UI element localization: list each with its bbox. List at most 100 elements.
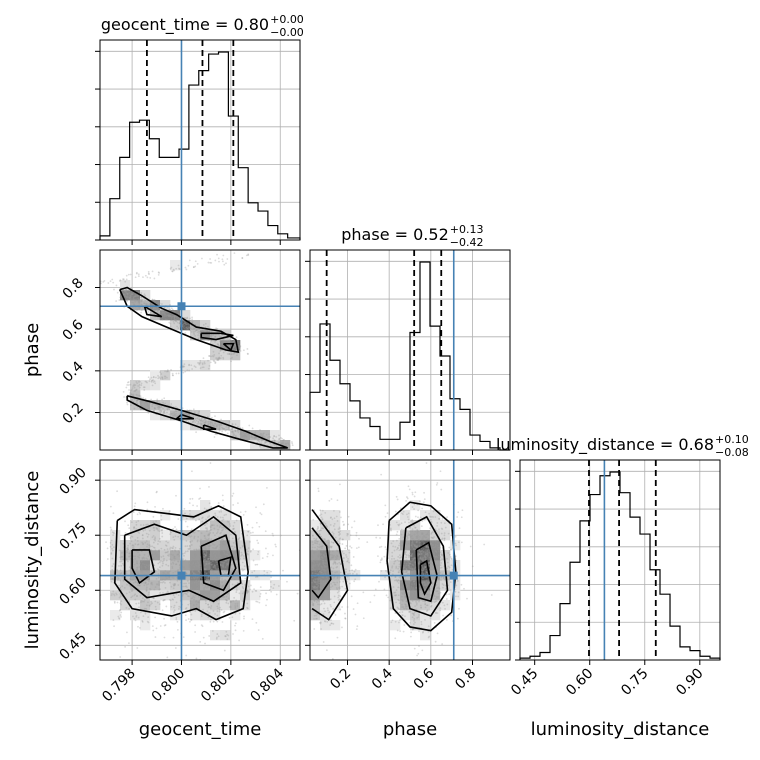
density-cell [200, 520, 211, 531]
scatter-point [177, 553, 180, 556]
scatter-point [206, 592, 208, 595]
scatter-point [322, 641, 325, 643]
scatter-point [118, 299, 121, 301]
scatter-point [120, 560, 123, 563]
scatter-point [131, 595, 134, 598]
scatter-point [197, 580, 200, 583]
scatter-point [258, 433, 261, 436]
scatter-point [396, 498, 399, 501]
density-cell [130, 300, 141, 311]
scatter-point [221, 542, 224, 545]
scatter-point [403, 562, 406, 565]
scatter-point [406, 534, 408, 537]
scatter-point [425, 533, 428, 536]
scatter-point [208, 547, 211, 550]
scatter-point [164, 314, 167, 316]
scatter-point [419, 556, 422, 559]
scatter-point [192, 330, 195, 333]
scatter-point [208, 364, 211, 367]
scatter-point [213, 557, 216, 560]
scatter-point [111, 577, 114, 580]
scatter-point [189, 327, 192, 329]
scatter-point [323, 620, 326, 622]
scatter-point [222, 338, 225, 341]
scatter-point [401, 592, 403, 594]
scatter-point [203, 361, 206, 364]
scatter-point [405, 564, 408, 567]
density-cell [110, 530, 121, 541]
scatter-point [127, 296, 130, 298]
scatter-point [220, 538, 223, 541]
scatter-point [152, 558, 155, 561]
scatter-point [154, 306, 157, 309]
density-cell [330, 530, 341, 541]
scatter-point [384, 504, 387, 507]
scatter-point [234, 602, 237, 605]
scatter-point [159, 592, 161, 594]
scatter-point [235, 573, 238, 575]
scatter-point [157, 316, 159, 319]
scatter-point [154, 605, 157, 608]
density-cell [420, 600, 431, 611]
scatter-point [334, 614, 337, 616]
scatter-point [437, 563, 440, 566]
scatter-point [130, 399, 133, 402]
scatter-point [196, 577, 198, 579]
scatter-point [255, 590, 258, 592]
scatter-point [421, 649, 424, 652]
scatter-point [210, 524, 213, 527]
scatter-point [204, 331, 207, 333]
scatter-point [133, 617, 136, 620]
scatter-point [175, 315, 178, 318]
scatter-point [211, 581, 214, 584]
scatter-point [411, 539, 414, 542]
scatter-point [257, 550, 260, 553]
scatter-point [330, 545, 333, 548]
scatter-point [169, 530, 172, 533]
scatter-point [191, 328, 194, 331]
density-cell [110, 540, 121, 551]
scatter-point [320, 549, 323, 552]
scatter-point [344, 571, 347, 573]
scatter-point [255, 436, 258, 439]
scatter-point [127, 524, 130, 527]
density-cell [220, 510, 231, 521]
scatter-point [154, 570, 157, 572]
scatter-point [144, 302, 146, 305]
scatter-point [260, 513, 263, 516]
scatter-point [200, 613, 203, 616]
scatter-point [136, 536, 139, 539]
scatter-point [345, 568, 347, 571]
scatter-point [327, 611, 330, 614]
scatter-point [194, 421, 197, 424]
scatter-point [413, 503, 416, 506]
scatter-point [329, 586, 332, 589]
scatter-point [182, 558, 184, 561]
scatter-point [430, 532, 433, 535]
scatter-point [168, 576, 171, 579]
scatter-point [158, 311, 161, 314]
scatter-point [429, 540, 432, 542]
density-cell [230, 420, 241, 431]
scatter-point [404, 521, 406, 524]
scatter-point [411, 537, 414, 540]
scatter-point [232, 633, 234, 635]
density-cell [150, 550, 161, 561]
scatter-point [362, 617, 365, 620]
scatter-point [389, 569, 392, 572]
scatter-point [229, 340, 231, 343]
scatter-point [144, 404, 147, 407]
panel-content [100, 462, 300, 660]
scatter-point [416, 529, 419, 532]
x-tick-label: 0.798 [99, 666, 139, 706]
scatter-point [288, 446, 291, 449]
density-cell [140, 560, 151, 571]
scatter-point [162, 555, 165, 558]
scatter-point [225, 513, 227, 516]
scatter-point [186, 550, 189, 553]
scatter-point [421, 566, 424, 568]
scatter-point [136, 584, 139, 587]
scatter-point [224, 582, 227, 584]
scatter-point [216, 633, 219, 635]
scatter-point [422, 540, 425, 543]
